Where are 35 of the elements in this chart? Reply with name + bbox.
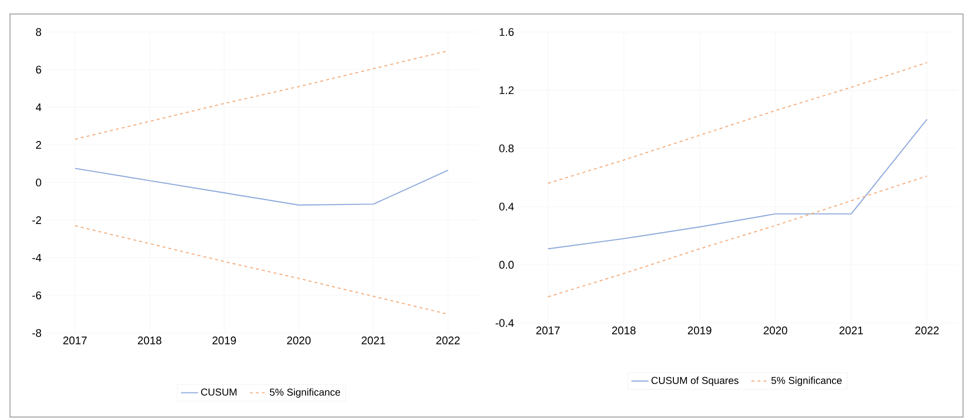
- y-tick-label: 0.4: [499, 202, 514, 210]
- x-tick-label: 2022: [915, 326, 939, 334]
- x-tick-label: 2020: [764, 326, 788, 334]
- x-tick-label: 2017: [63, 336, 87, 344]
- legend-label: CUSUM: [201, 388, 236, 396]
- y-tick-label: 1.6: [500, 28, 514, 36]
- line-series: [547, 62, 928, 184]
- line-series: [74, 168, 449, 206]
- line-series: [547, 118, 928, 250]
- x-tick-label: 2022: [436, 336, 460, 344]
- line-series: [547, 175, 928, 298]
- x-tick-label: 2020: [287, 336, 311, 344]
- x-tick-label: 2019: [688, 326, 712, 334]
- y-tick-label: 2: [36, 141, 42, 149]
- y-tick-label: -4: [32, 254, 42, 262]
- legend-label: 5% Significance: [270, 388, 340, 398]
- x-tick-label: 2021: [840, 326, 863, 334]
- y-tick-label: 0: [36, 178, 42, 186]
- y-tick-label: -0.4: [496, 319, 514, 327]
- y-tick-label: -2: [32, 216, 42, 224]
- y-tick-label: 0.0: [499, 260, 514, 269]
- x-tick-label: 2017: [536, 326, 560, 334]
- x-tick-label: 2021: [362, 336, 386, 344]
- y-tick-label: -8: [32, 329, 42, 337]
- x-tick-label: 2018: [138, 336, 162, 344]
- x-tick-label: 2019: [212, 336, 236, 344]
- y-tick-label: 0.8: [499, 144, 514, 152]
- legend-label: CUSUM of Squares: [652, 376, 738, 386]
- legend-label: 5% Significance: [771, 376, 842, 386]
- x-tick-label: 2018: [612, 326, 636, 334]
- y-tick-label: -6: [32, 291, 42, 300]
- y-tick-label: 8: [36, 28, 42, 36]
- y-tick-label: 6: [36, 66, 42, 74]
- y-tick-label: 4: [36, 103, 42, 112]
- y-tick-label: 1.2: [500, 86, 514, 94]
